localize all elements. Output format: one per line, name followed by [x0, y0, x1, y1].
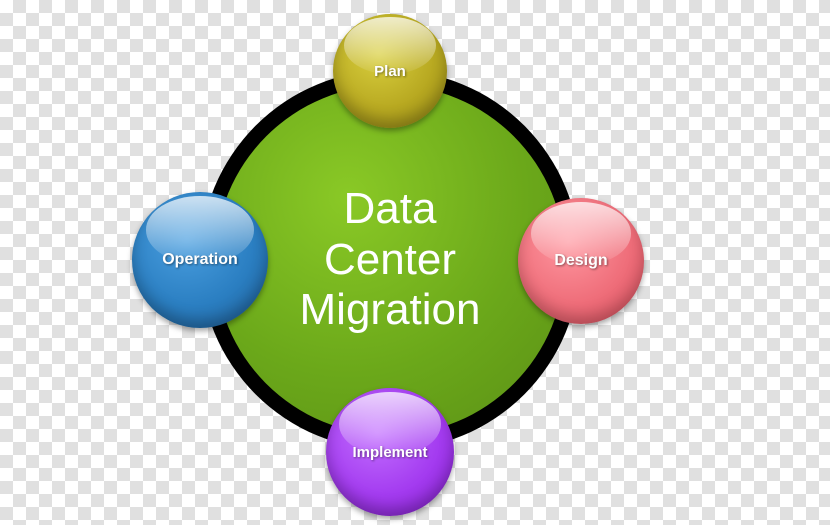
diagram-container: Data Center Migration Plan Design Implem… — [140, 10, 640, 510]
node-operation: Operation — [132, 192, 268, 328]
center-title-line-3: Migration — [300, 285, 481, 336]
node-design: Design — [518, 198, 644, 324]
node-operation-label: Operation — [162, 251, 238, 269]
node-design-label: Design — [554, 252, 607, 270]
node-plan: Plan — [333, 14, 447, 128]
center-title-line-1: Data — [300, 184, 481, 235]
node-implement: Implement — [326, 388, 454, 516]
center-title-line-2: Center — [300, 235, 481, 286]
center-title: Data Center Migration — [300, 184, 481, 336]
node-implement-label: Implement — [352, 444, 427, 461]
node-plan-label: Plan — [374, 63, 406, 80]
